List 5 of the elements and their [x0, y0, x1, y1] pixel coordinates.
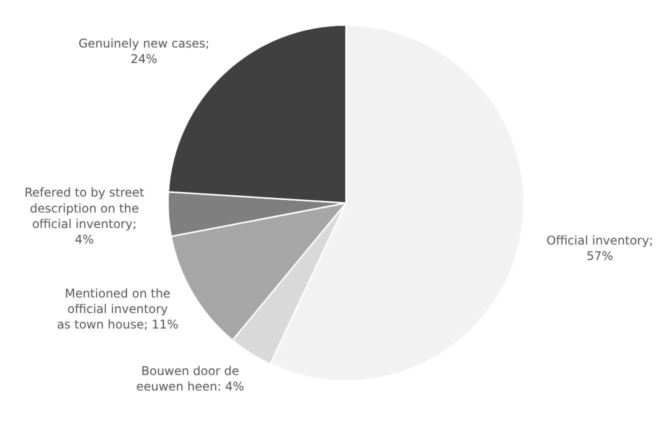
slice-label: Refered to by street description on the official inventory; 4% — [24, 186, 145, 246]
slice-label: Genuinely new cases; 24% — [78, 36, 210, 66]
slice-label: Mentioned on the official inventory as town house; 11% — [56, 286, 178, 332]
slice-label: Bouwen door de eeuwen heen: 4% — [136, 364, 244, 394]
slice-label: Official inventory; 57% — [546, 234, 654, 264]
